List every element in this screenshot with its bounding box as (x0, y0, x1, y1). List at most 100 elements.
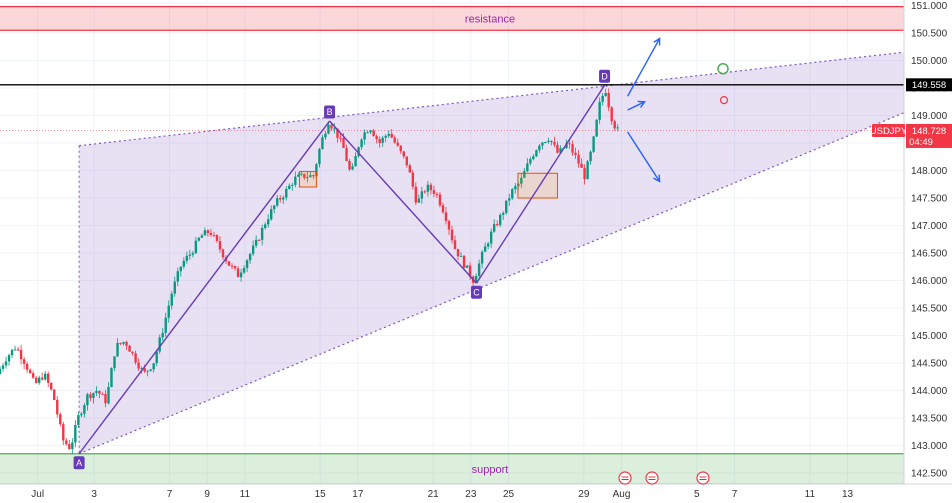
projection-arrow-line (627, 131, 661, 182)
candle-body (429, 184, 433, 191)
candle-body (297, 174, 300, 177)
price-tick-label: 146.000 (911, 276, 948, 287)
candle-body (423, 191, 427, 193)
candle-body (520, 177, 523, 184)
candle-body (499, 214, 502, 225)
candle-body (161, 332, 164, 338)
candle-body (348, 160, 351, 170)
candle-body (107, 387, 110, 404)
level-price-text: 149.558 (912, 80, 946, 91)
candle-body (526, 163, 529, 172)
candle-body (44, 373, 47, 380)
wave-label-d-bg (599, 69, 611, 83)
triangle-upper-line (79, 51, 905, 147)
triangle-fill (79, 52, 905, 454)
candle-body (62, 424, 65, 441)
time-tick-label: 21 (428, 489, 440, 500)
candle-body (477, 263, 481, 276)
candle-body (89, 394, 92, 399)
target-circle-green (717, 63, 729, 75)
candle-body (273, 205, 276, 210)
time-tick-label: 7 (167, 489, 173, 500)
candle-body (550, 140, 553, 143)
triangle-lower-line (78, 112, 905, 455)
price-tick-label: 144.000 (911, 386, 948, 397)
zones: resistance support (0, 5, 904, 485)
candle-body (40, 377, 44, 380)
wave-label-b-bg (324, 105, 336, 119)
candle-body (601, 95, 604, 102)
projection-arrow-head (653, 37, 661, 46)
candle-body (375, 136, 378, 140)
candle-body (140, 368, 143, 370)
candle-body (486, 243, 490, 247)
candle-body (399, 145, 402, 152)
candle-body (553, 142, 556, 145)
candle-body (303, 173, 306, 178)
candle-body (254, 239, 258, 246)
candle-body (101, 393, 104, 395)
candle-body (245, 260, 249, 269)
candle-body (92, 392, 95, 399)
candle-body (266, 219, 270, 225)
candle-body (315, 164, 318, 177)
candle-body (523, 171, 526, 178)
candle-body (22, 359, 26, 364)
candle-body (547, 140, 550, 142)
candle-body (170, 293, 173, 306)
candle-body (453, 240, 457, 249)
candle-body (110, 368, 113, 388)
projection-arrow-line (627, 101, 645, 111)
time-tick-label: 25 (503, 489, 515, 500)
candle-body (134, 353, 137, 363)
candle-body (577, 154, 580, 164)
time-axis[interactable]: Jul 3 7 9 11 15 17 21 23 25 29 Aug 5 7 11 13 (0, 471, 952, 503)
time-tick-label: Aug (613, 489, 631, 500)
candle-body (248, 253, 252, 261)
candle-body (31, 373, 35, 378)
candle-body (505, 200, 508, 213)
price-axis-bg (904, 0, 952, 484)
candle-body (291, 184, 294, 186)
price-tick-label: 150.000 (911, 56, 948, 67)
symbol-text: USDJPY (870, 126, 908, 137)
price-axis[interactable]: 151.000150.500150.000149.500149.000148.5… (903, 0, 952, 484)
candle-body (188, 254, 192, 256)
candle-body (95, 391, 98, 393)
candle-body (342, 138, 345, 148)
resistance-label: resistance (465, 13, 515, 25)
candle-body (541, 142, 544, 146)
candle-body (25, 363, 29, 370)
projection-arrow-head (637, 100, 646, 108)
candle-body (257, 239, 261, 241)
candle-body (327, 124, 330, 134)
candle-body (279, 198, 282, 200)
candle-body (80, 413, 83, 416)
candle-body (456, 248, 460, 257)
candle-body (10, 349, 14, 356)
candle-body (345, 147, 348, 161)
candle-body (354, 156, 357, 167)
candle-body (294, 176, 297, 185)
candle-body (152, 363, 155, 370)
candle-body (236, 268, 240, 278)
candle-body (242, 268, 246, 273)
candle-body (104, 394, 107, 404)
candle-body (185, 255, 189, 261)
triangle-pattern (78, 51, 905, 455)
candle-body (535, 150, 538, 157)
candle-body (420, 191, 424, 199)
candle-body (182, 260, 186, 267)
candle-body (179, 266, 182, 272)
candle-body (206, 230, 210, 233)
candle-body (318, 149, 321, 165)
candle-body (74, 424, 77, 443)
candle-body (402, 151, 405, 157)
price-tick-label: 143.500 (911, 414, 948, 425)
candle-body (574, 152, 577, 155)
candle-body (459, 255, 463, 257)
candle-body (34, 377, 38, 383)
candle-body (324, 133, 327, 138)
